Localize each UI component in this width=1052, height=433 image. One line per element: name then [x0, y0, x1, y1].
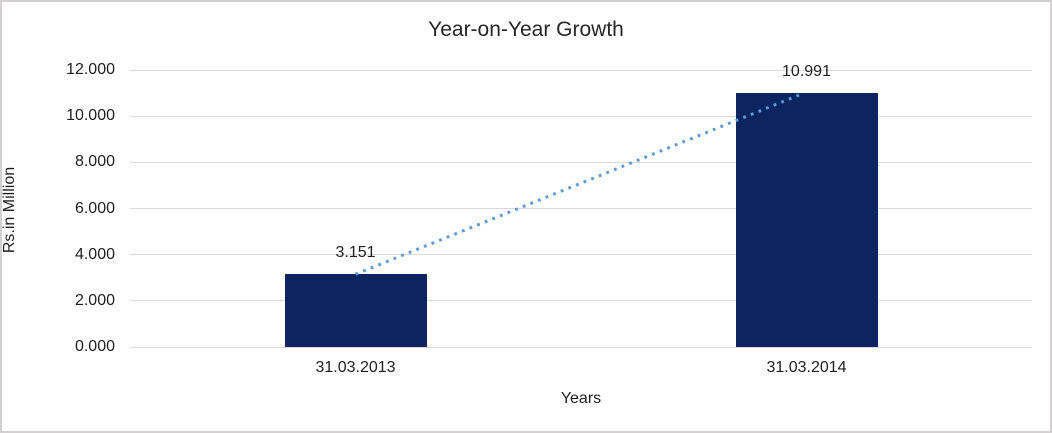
y-tick-label: 8.000 [74, 153, 115, 171]
data-label: 10.991 [782, 63, 831, 81]
gridline [130, 208, 1032, 209]
y-tick-label: 10.000 [66, 107, 115, 125]
y-tick-label: 4.000 [74, 245, 115, 263]
x-tick-label: 31.03.2013 [315, 359, 396, 376]
y-tick-label: 12.000 [66, 61, 115, 78]
gridline [130, 115, 1032, 117]
y-tick-label: 2.000 [74, 291, 115, 309]
gridline [130, 69, 1032, 71]
chart-title: Year-on-Year Growth [428, 18, 624, 41]
x-axis-title: Years [560, 390, 602, 407]
gridline [130, 161, 1032, 163]
bar-31.03.2013 [284, 274, 427, 347]
x-tick-label: 31.03.2014 [766, 359, 847, 376]
y-tick-label: 0.000 [74, 338, 115, 355]
gridline [130, 346, 1032, 348]
gridline [130, 300, 1032, 302]
bar-31.03.2014 [735, 93, 878, 347]
gridline [130, 254, 1032, 256]
data-label: 3.151 [335, 244, 376, 262]
y-tick-label: 6.000 [74, 199, 115, 217]
